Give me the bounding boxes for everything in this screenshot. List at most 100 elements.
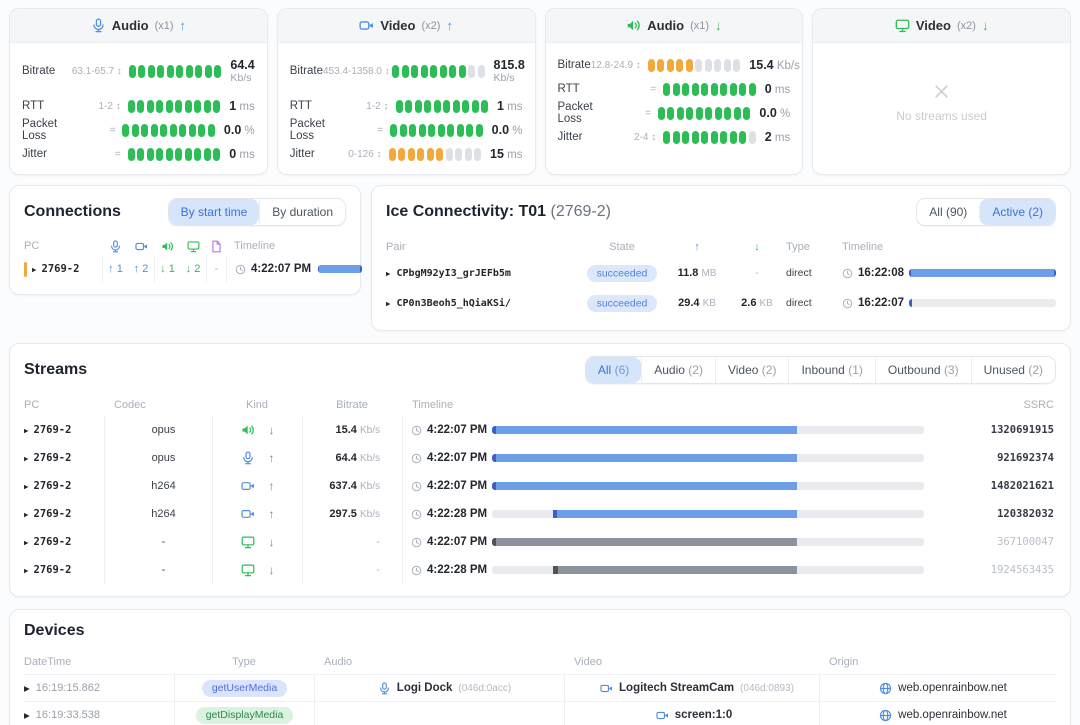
expand-icon[interactable] — [386, 299, 391, 308]
ice-pair-row[interactable]: CP0n3Beoh5_hQiaKSi/ succeeded 29.4 KB 2.… — [386, 288, 1056, 318]
datetime: 16:19:15.862 — [24, 682, 174, 694]
card-title: Audio — [647, 18, 684, 33]
stream-row[interactable]: 2769-2 opus ↑ 64.4 Kb/s 4:22:07 PM 92169… — [24, 444, 1056, 472]
by-duration-button[interactable]: By duration — [259, 199, 345, 225]
clock-icon — [411, 565, 422, 576]
all-pairs-button[interactable]: All (90) — [917, 199, 979, 225]
streams-table-header: PC Codec Kind Bitrate Timeline SSRC — [24, 394, 1056, 416]
pc-id: 2769-2 — [24, 508, 104, 520]
expand-icon[interactable] — [24, 482, 29, 491]
ssrc: 921692374 — [938, 452, 1056, 464]
expand-icon[interactable] — [24, 426, 29, 435]
codec: h264 — [104, 472, 212, 500]
card-video-outbound-header: Video (x2) ↑ — [278, 9, 535, 43]
codec: - — [104, 556, 212, 584]
kind: ↓ — [212, 556, 302, 584]
monitor-icon — [180, 240, 206, 253]
camera-icon — [600, 682, 613, 695]
stream-row[interactable]: 2769-2 opus ↓ 15.4 Kb/s 4:22:07 PM 13206… — [24, 416, 1056, 444]
camera-icon — [656, 709, 669, 722]
quality-dots — [122, 124, 215, 137]
ice-table-header: Pair State ↑ ↓ Type Timeline — [386, 236, 1056, 258]
video-up-count: ↑ 2 — [128, 263, 154, 275]
origin: web.openrainbow.net — [819, 675, 1056, 701]
active-pairs-button[interactable]: Active (2) — [979, 199, 1055, 225]
clock-icon — [411, 425, 422, 436]
kind-icon — [241, 563, 255, 577]
filter-inbound-button[interactable]: Inbound (1) — [788, 357, 874, 383]
ice-pair-row[interactable]: CPbgM92yI3_grJEFb5m succeeded 11.8 MB - … — [386, 258, 1056, 288]
metric-row-packet-loss: Packet Loss = 0.0 % — [290, 118, 523, 142]
connections-panel: Connections By start time By duration PC… — [9, 185, 361, 295]
expand-icon[interactable] — [24, 684, 30, 693]
pc-id: 2769-2 — [24, 480, 104, 492]
timeline-bar — [492, 538, 924, 546]
x-icon — [932, 82, 951, 101]
expand-icon[interactable] — [24, 538, 29, 547]
filter-outbound-button[interactable]: Outbound (3) — [875, 357, 971, 383]
quality-dots — [648, 59, 741, 72]
audio-device — [314, 702, 564, 725]
codec: h264 — [104, 500, 212, 528]
filter-unused-button[interactable]: Unused (2) — [971, 357, 1055, 383]
codec: - — [104, 528, 212, 556]
document-icon — [206, 240, 226, 253]
by-start-time-button[interactable]: By start time — [169, 199, 260, 225]
empty-state-text: No streams used — [896, 109, 987, 123]
quality-dots — [663, 131, 756, 144]
expand-icon[interactable] — [24, 566, 29, 575]
camera-icon — [359, 18, 374, 33]
stream-row[interactable]: 2769-2 - ↓ - 4:22:07 PM 367100047 — [24, 528, 1056, 556]
connection-row[interactable]: 2769-2 ↑ 1 ↑ 2 ↓ 1 ↓ 2 - 4:22:07 PM — [24, 256, 346, 282]
stream-row[interactable]: 2769-2 h264 ↑ 297.5 Kb/s 4:22:28 PM 1203… — [24, 500, 1056, 528]
pair-type: direct — [786, 297, 842, 309]
card-audio-inbound: Audio (x1) ↓ Bitrate 12.8-24.9 ↕ 15.4 Kb… — [545, 8, 804, 175]
timeline-bar — [318, 265, 362, 273]
start-time: 16:22:08 — [858, 267, 904, 279]
audio-device: Logi Dock(046d:0acc) — [314, 675, 564, 701]
pair-timeline: 16:22:07 — [842, 288, 1056, 318]
streams-title: Streams — [24, 361, 87, 379]
stream-timeline: 4:22:07 PM — [402, 416, 938, 444]
filter-audio-button[interactable]: Audio (2) — [641, 357, 715, 383]
bitrate: - — [302, 528, 402, 556]
range-icon: = — [377, 125, 383, 136]
timeline-bar — [492, 454, 924, 462]
kind-icon — [241, 479, 255, 493]
metric-row-bitrate: Bitrate 453.4-1358.0 ↕ 815.8Kb/s — [290, 53, 523, 89]
device-row[interactable]: 16:19:33.538 getDisplayMedia screen:1:0 … — [24, 701, 1056, 725]
expand-icon[interactable] — [24, 711, 30, 720]
direction-arrow: ↑ — [269, 507, 275, 521]
stream-timeline: 4:22:07 PM — [402, 472, 938, 500]
stream-row[interactable]: 2769-2 - ↓ - 4:22:28 PM 1924563435 — [24, 556, 1056, 584]
pair-timeline: 16:22:08 — [842, 258, 1056, 288]
filter-all-button[interactable]: All (6) — [586, 357, 641, 383]
range-icon: = — [115, 149, 121, 160]
video-device: screen:1:0 — [564, 702, 819, 725]
expand-icon[interactable] — [24, 510, 29, 519]
state-badge: succeeded — [587, 295, 658, 312]
card-audio-outbound-header: Audio (x1) ↑ — [10, 9, 267, 43]
range-icon: ↕ — [385, 66, 390, 77]
stream-timeline: 4:22:07 PM — [402, 444, 938, 472]
card-count: (x2) — [421, 20, 440, 32]
audio-up-count: ↑ 1 — [102, 256, 128, 282]
range-icon: ↕ — [636, 60, 641, 71]
expand-icon[interactable] — [386, 269, 391, 278]
filter-video-button[interactable]: Video (2) — [715, 357, 789, 383]
device-row[interactable]: 16:19:15.862 getUserMedia Logi Dock(046d… — [24, 674, 1056, 701]
expand-icon[interactable] — [32, 265, 37, 274]
bytes-sent: 29.4 KB — [666, 297, 728, 309]
devices-panel: Devices DateTime Type Audio Video Origin… — [9, 609, 1071, 725]
kind-icon — [241, 535, 255, 549]
stream-row[interactable]: 2769-2 h264 ↑ 637.4 Kb/s 4:22:07 PM 1482… — [24, 472, 1056, 500]
metric-row-packet-loss: Packet Loss = 0.0 % — [22, 118, 255, 142]
camera-icon — [128, 240, 154, 253]
metric-row-jitter: Jitter 2-4 ↕ 2 ms — [558, 125, 791, 149]
audio-down-count: ↓ 1 — [154, 256, 180, 282]
card-video-inbound: Video (x2) ↓ No streams used — [812, 8, 1071, 175]
origin: web.openrainbow.net — [819, 702, 1056, 725]
quality-dots — [129, 65, 222, 78]
expand-icon[interactable] — [24, 454, 29, 463]
card-audio-inbound-header: Audio (x1) ↓ — [546, 9, 803, 43]
